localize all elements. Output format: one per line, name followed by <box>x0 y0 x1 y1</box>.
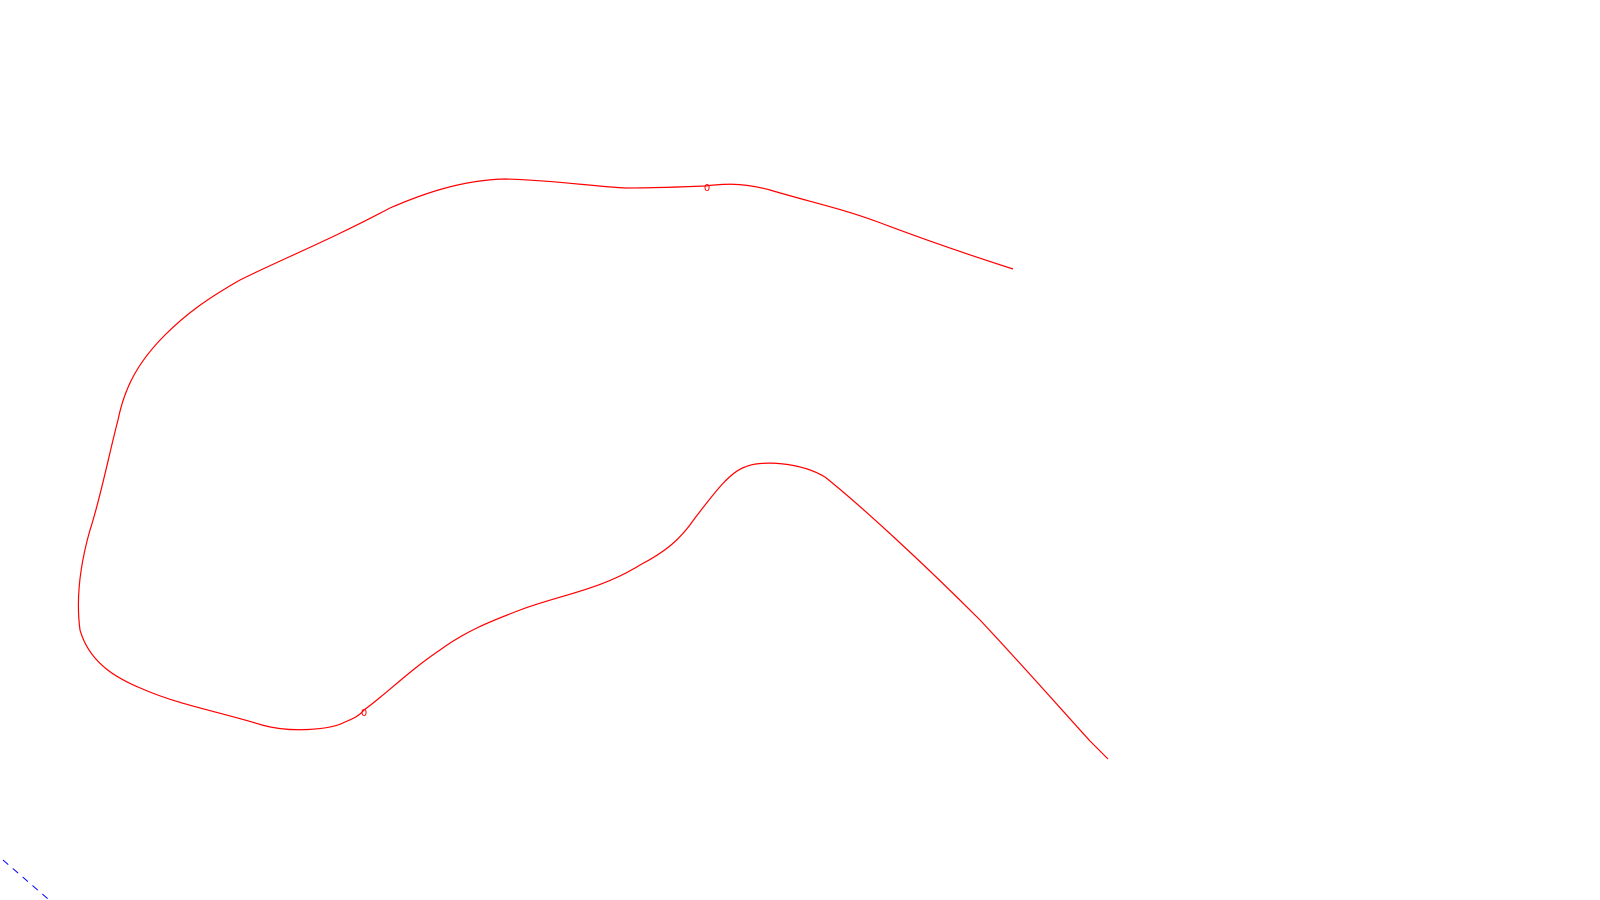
marker-label: 0 <box>704 183 710 194</box>
lower-curve <box>363 462 1109 760</box>
axis-indicator-line <box>2 859 50 900</box>
upper-curve <box>77 178 1014 731</box>
marker-bottom: 0 <box>361 708 367 719</box>
marker-top: 0 <box>704 183 710 194</box>
marker-label: 0 <box>361 708 367 719</box>
